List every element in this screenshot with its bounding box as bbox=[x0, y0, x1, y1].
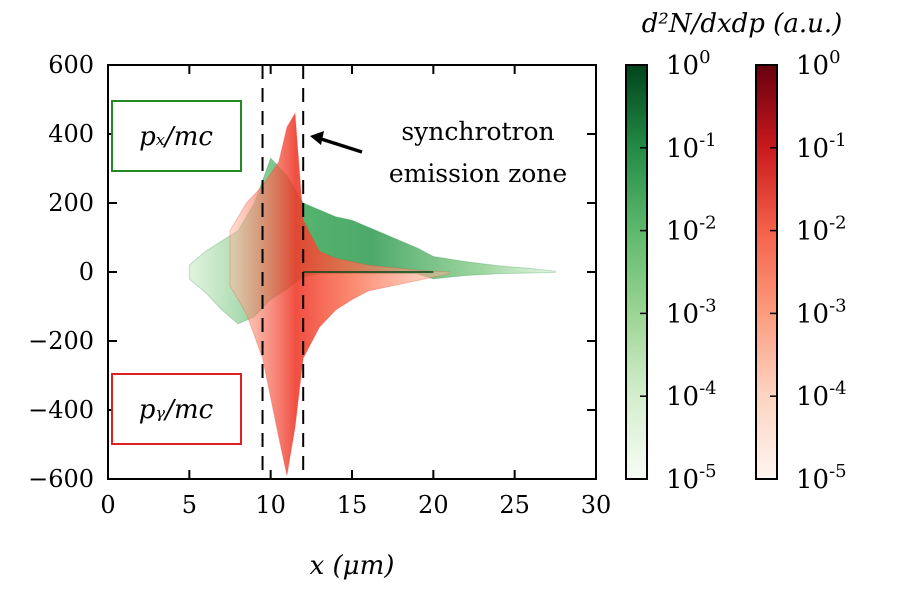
y-axis-ticks: 600 400 200 0 −200 −400 −600 bbox=[28, 51, 596, 493]
colorbar-red-tick-label: 10-5 bbox=[796, 461, 847, 495]
x-tick-label: 10 bbox=[255, 491, 286, 519]
dashed-lines bbox=[261, 65, 305, 479]
colorbar-red-tick-label: 10-3 bbox=[796, 295, 847, 329]
colorbar-title: d²N/dxdp (a.u.) bbox=[642, 9, 843, 39]
colorbar-green bbox=[625, 64, 648, 480]
colorbar-green-tick-label: 100 bbox=[666, 47, 711, 81]
annotation-line-1: synchrotron bbox=[401, 117, 554, 146]
y-tick-label: −200 bbox=[28, 327, 94, 355]
y-tick-label: 0 bbox=[79, 258, 94, 286]
y-tick-label: −400 bbox=[28, 396, 94, 424]
colorbar-green-tick-label: 10-1 bbox=[666, 130, 717, 164]
x-tick-label: 20 bbox=[418, 491, 449, 519]
y-tick-label: −600 bbox=[28, 465, 94, 493]
py-legend-box bbox=[111, 373, 242, 445]
px-legend-box bbox=[111, 100, 242, 172]
x-tick-label: 0 bbox=[100, 491, 115, 519]
y-tick-label: 400 bbox=[48, 120, 94, 148]
x-tick-label: 5 bbox=[182, 491, 197, 519]
colorbar-red-tick-label: 10-4 bbox=[796, 378, 847, 412]
x-tick-label: 25 bbox=[499, 491, 530, 519]
series-py-region bbox=[229, 111, 451, 476]
annotation-arrow-head bbox=[310, 131, 324, 145]
data-layer bbox=[188, 111, 556, 476]
colorbar-red-tick-label: 100 bbox=[796, 47, 841, 81]
colorbar-green-tick-label: 10-5 bbox=[666, 461, 717, 495]
colorbar-green-tick-label: 10-4 bbox=[666, 378, 717, 412]
x-axis-title: x (μm) bbox=[310, 551, 395, 581]
colorbar-red-tick-label: 10-1 bbox=[796, 130, 847, 164]
colorbar-ticks: 100 10-1 10-2 10-3 10-4 10-5 100 10-1 10-2 10-3 10… bbox=[640, 47, 847, 495]
colorbar-red-tick-label: 10-2 bbox=[796, 213, 847, 247]
y-tick-label: 600 bbox=[48, 51, 94, 79]
annotation-arrow-shaft bbox=[317, 136, 363, 154]
x-tick-label: 30 bbox=[581, 491, 612, 519]
x-tick-label: 15 bbox=[337, 491, 368, 519]
px-legend-label: pₓ/mc bbox=[139, 122, 213, 152]
colorbar-red bbox=[755, 64, 778, 480]
py-legend-label: pᵧ/mc bbox=[139, 395, 214, 425]
colorbar-green-tick-label: 10-3 bbox=[666, 295, 717, 329]
y-tick-label: 200 bbox=[48, 189, 94, 217]
x-axis-ticks: 0 5 10 15 20 25 30 bbox=[100, 65, 611, 519]
annotation-line-2: emission zone bbox=[389, 159, 567, 188]
colorbar-green-tick-label: 10-2 bbox=[666, 213, 717, 247]
